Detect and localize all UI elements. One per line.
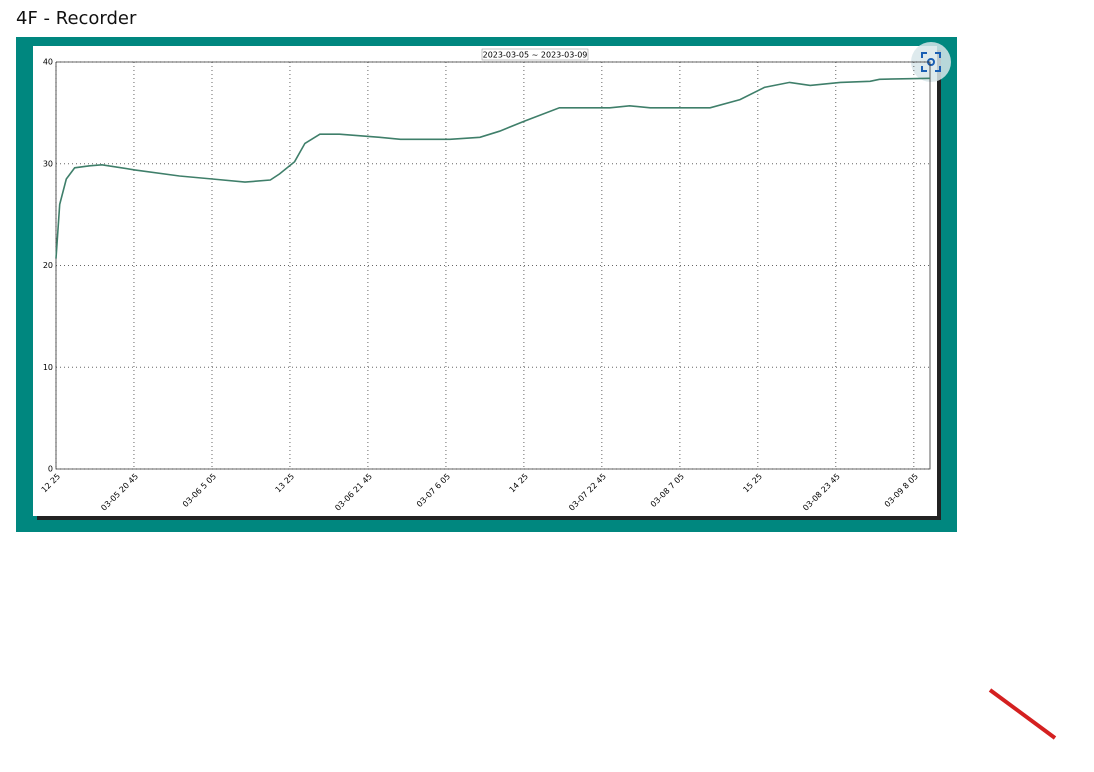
- y-tick-label: 30: [43, 159, 53, 168]
- y-tick-label: 40: [43, 58, 53, 67]
- y-tick-label: 10: [43, 363, 53, 372]
- axis-frame: [55, 61, 931, 470]
- zoom-icon[interactable]: [921, 52, 941, 72]
- chart-card: [33, 46, 937, 516]
- chart-title-box: [481, 48, 589, 61]
- page-title: 4F - Recorder: [16, 8, 137, 29]
- annotation-stroke: [988, 688, 1057, 740]
- data-line: [55, 77, 931, 259]
- y-tick-label: 0: [48, 465, 53, 474]
- chart-title: 2023-03-05 ~ 2023-03-09: [483, 51, 588, 60]
- y-tick-label: 20: [43, 261, 53, 270]
